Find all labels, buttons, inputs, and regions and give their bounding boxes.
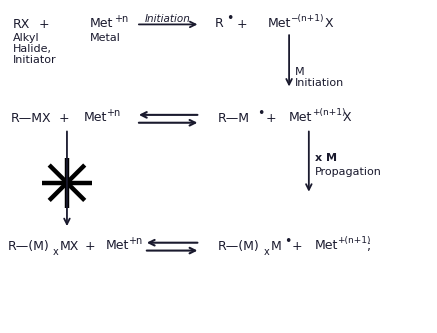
Text: R—M: R—M: [218, 112, 250, 125]
Text: Alkyl: Alkyl: [13, 33, 39, 43]
Text: x M: x M: [315, 153, 337, 163]
Text: +: +: [39, 18, 49, 31]
Text: Metal: Metal: [90, 33, 121, 43]
Text: •: •: [226, 12, 233, 25]
Text: X: X: [343, 111, 351, 124]
Text: X: X: [325, 17, 333, 30]
Text: +: +: [266, 112, 277, 125]
Text: MX: MX: [60, 240, 80, 253]
Text: M: M: [295, 67, 305, 77]
Text: Initiation: Initiation: [145, 14, 191, 24]
Text: +n: +n: [114, 15, 128, 25]
Text: Initiator: Initiator: [13, 55, 56, 65]
Text: x: x: [264, 246, 269, 256]
Text: +: +: [59, 112, 69, 125]
Text: +(n+1): +(n+1): [312, 109, 345, 118]
Text: •: •: [284, 235, 291, 248]
Text: Met: Met: [315, 239, 338, 252]
Text: x: x: [53, 246, 59, 256]
Text: ;: ;: [367, 240, 371, 253]
Text: •: •: [257, 108, 265, 121]
Text: +(n+1): +(n+1): [337, 236, 371, 245]
Text: R: R: [215, 17, 224, 30]
Text: RX: RX: [13, 18, 30, 31]
Text: Met: Met: [289, 111, 312, 124]
Text: Met: Met: [267, 17, 291, 30]
Text: Halide,: Halide,: [13, 44, 52, 54]
Text: Met: Met: [90, 17, 113, 30]
Text: M: M: [271, 240, 281, 253]
Text: +: +: [291, 240, 302, 253]
Text: R—(M): R—(M): [218, 240, 260, 253]
Text: +n: +n: [128, 236, 142, 246]
Text: Propagation: Propagation: [315, 167, 382, 177]
Text: +: +: [84, 240, 95, 253]
Text: Met: Met: [105, 239, 129, 252]
Text: R—(M): R—(M): [8, 240, 49, 253]
Text: +n: +n: [107, 108, 121, 118]
Text: −(n+1): −(n+1): [290, 14, 323, 23]
Text: Met: Met: [84, 111, 107, 124]
Text: R—MX: R—MX: [10, 112, 51, 125]
Text: +: +: [236, 18, 247, 31]
Text: Initiation: Initiation: [295, 78, 344, 88]
